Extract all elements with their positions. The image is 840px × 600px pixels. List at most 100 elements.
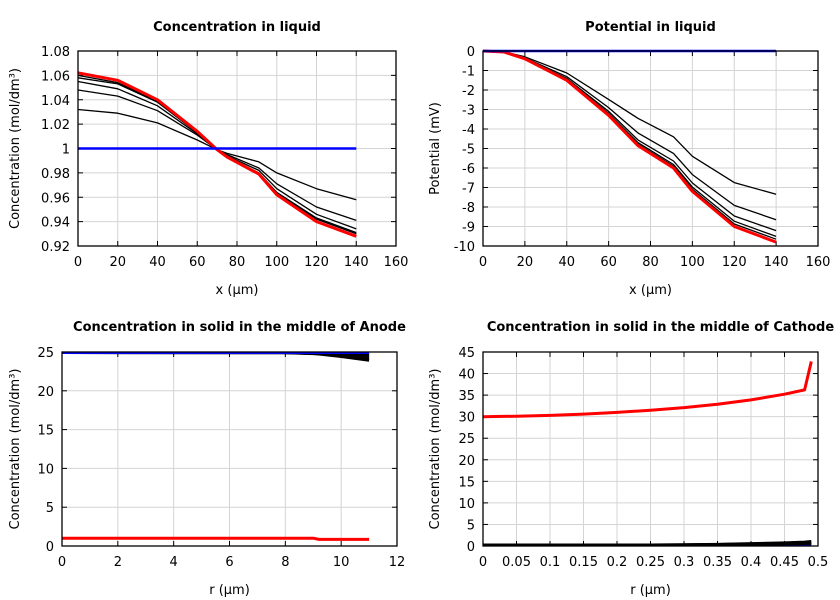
x-tick-label: 8 [281,555,289,570]
chart-title: Concentration in liquid [153,20,321,35]
x-tick-label: 20 [109,255,126,270]
chart-title: Potential in liquid [585,20,716,35]
y-axis-label: Concentration (mol/dm³) [8,369,23,530]
y-tick-label: -6 [462,162,475,177]
series-line-5 [77,74,357,235]
y-axis-label: Concentration (mol/dm³) [8,68,23,229]
y-tick-label: -1 [462,65,475,80]
y-tick-label: -7 [462,182,475,197]
series-line-4 [482,50,777,238]
x-tick-label: 0.35 [703,555,732,570]
y-tick-label: 0.98 [41,167,70,182]
y-tick-label: 1.02 [41,118,70,133]
x-tick-label: 60 [600,255,617,270]
series-line-1 [77,108,357,201]
x-tick-label: 140 [764,255,789,270]
series-line-2 [77,89,357,222]
x-axis-label: x (µm) [629,283,672,298]
x-tick-label: 10 [333,555,350,570]
x-tick-label: 20 [517,255,534,270]
x-tick-label: 160 [806,255,831,270]
y-tick-label: 5 [467,518,475,533]
y-tick-label: 35 [458,389,475,404]
y-tick-label: 1.06 [41,69,70,84]
y-tick-label: 0 [467,45,475,60]
plot-frame [77,50,397,247]
y-tick-label: -8 [462,201,475,216]
x-tick-label: 60 [189,255,206,270]
x-tick-label: 120 [722,255,747,270]
y-tick-label: -5 [462,143,475,158]
x-tick-label: 40 [558,255,575,270]
y-tick-label: 15 [458,475,475,490]
subplot-3: 0 2 4 6 8 10 12 0 5 10 15 20 25 Concentration in soli… [8,320,406,598]
y-tick-label: 10 [458,497,475,512]
x-tick-label: 0.25 [636,555,665,570]
series-line-4 [77,77,357,234]
y-tick-label: 0.96 [41,191,70,206]
x-tick-label: 0 [479,555,487,570]
x-tick-label: 0 [58,555,66,570]
plot-frame [61,351,398,547]
y-tick-label: -3 [462,104,475,119]
x-tick-label: 0.15 [569,555,598,570]
series-line-4 [483,540,812,546]
x-tick-label: 0.4 [741,555,762,570]
y-tick-label: 20 [458,454,475,469]
series-line-5 [482,50,777,240]
y-tick-label: 25 [458,432,475,447]
y-tick-label: 1 [62,143,70,158]
x-tick-label: 0.05 [502,555,531,570]
x-tick-label: 12 [389,555,406,570]
x-tick-label: 80 [642,255,659,270]
y-tick-label: 0 [46,540,54,555]
x-tick-label: 2 [114,555,122,570]
x-axis-label: r (µm) [209,583,250,598]
y-tick-label: 0.94 [41,216,70,231]
y-tick-label: -4 [462,123,475,138]
x-tick-label: 100 [680,255,705,270]
series-line-6 [482,49,777,244]
y-tick-label: 1.08 [41,45,70,60]
series-line-5 [482,361,813,419]
y-tick-label: 45 [458,346,475,361]
y-tick-label: -10 [454,240,475,255]
subplot-1: 0 20 40 60 80 100 120 140 160 0.92 0.94 0.96 0.98 1 1.… [8,20,408,298]
chart-title: Concentration in solid in the middle of … [487,320,835,335]
series-line-1 [482,50,777,195]
series-line-7 [62,536,370,541]
y-tick-label: 30 [458,411,475,426]
x-axis-label: r (µm) [630,583,671,598]
x-tick-label: 160 [384,255,409,270]
plot-frame [482,50,819,247]
subplot-2: 0 20 40 60 80 100 120 140 160 -10 -9 -8 -7 -6 -5 -4 -3 -2… [428,20,830,298]
x-tick-label: 40 [149,255,166,270]
x-tick-label: 0.1 [540,555,561,570]
x-axis-label: x (µm) [216,283,259,298]
y-axis-label: Potential (mV) [428,102,443,195]
chart-title: Concentration in solid in the middle of … [73,320,406,335]
x-tick-label: 0.2 [607,555,628,570]
y-tick-label: -9 [462,221,475,236]
subplot-4: 0 0.05 0.1 0.15 0.2 0.25 0.3 0.35 0.4 0.45 0.5 0 5 10… [428,320,834,598]
y-axis-label: Concentration (mol/dm³) [428,369,443,530]
y-tick-label: -2 [462,84,475,99]
y-tick-label: 0 [467,540,475,555]
y-tick-label: 5 [46,501,54,516]
x-tick-label: 100 [264,255,289,270]
x-tick-label: 80 [229,255,246,270]
y-tick-label: 15 [37,424,54,439]
y-tick-label: 1.04 [41,94,70,109]
x-tick-label: 0.5 [808,555,829,570]
x-tick-label: 6 [225,555,233,570]
y-tick-label: 25 [37,346,54,361]
x-tick-label: 0.3 [674,555,695,570]
x-tick-label: 4 [170,555,178,570]
series-line-3 [77,80,357,230]
y-tick-label: 10 [37,462,54,477]
y-tick-label: 20 [37,385,54,400]
x-tick-label: 0.45 [770,555,799,570]
y-tick-label: 0.92 [41,240,70,255]
plot-frame [482,351,819,547]
